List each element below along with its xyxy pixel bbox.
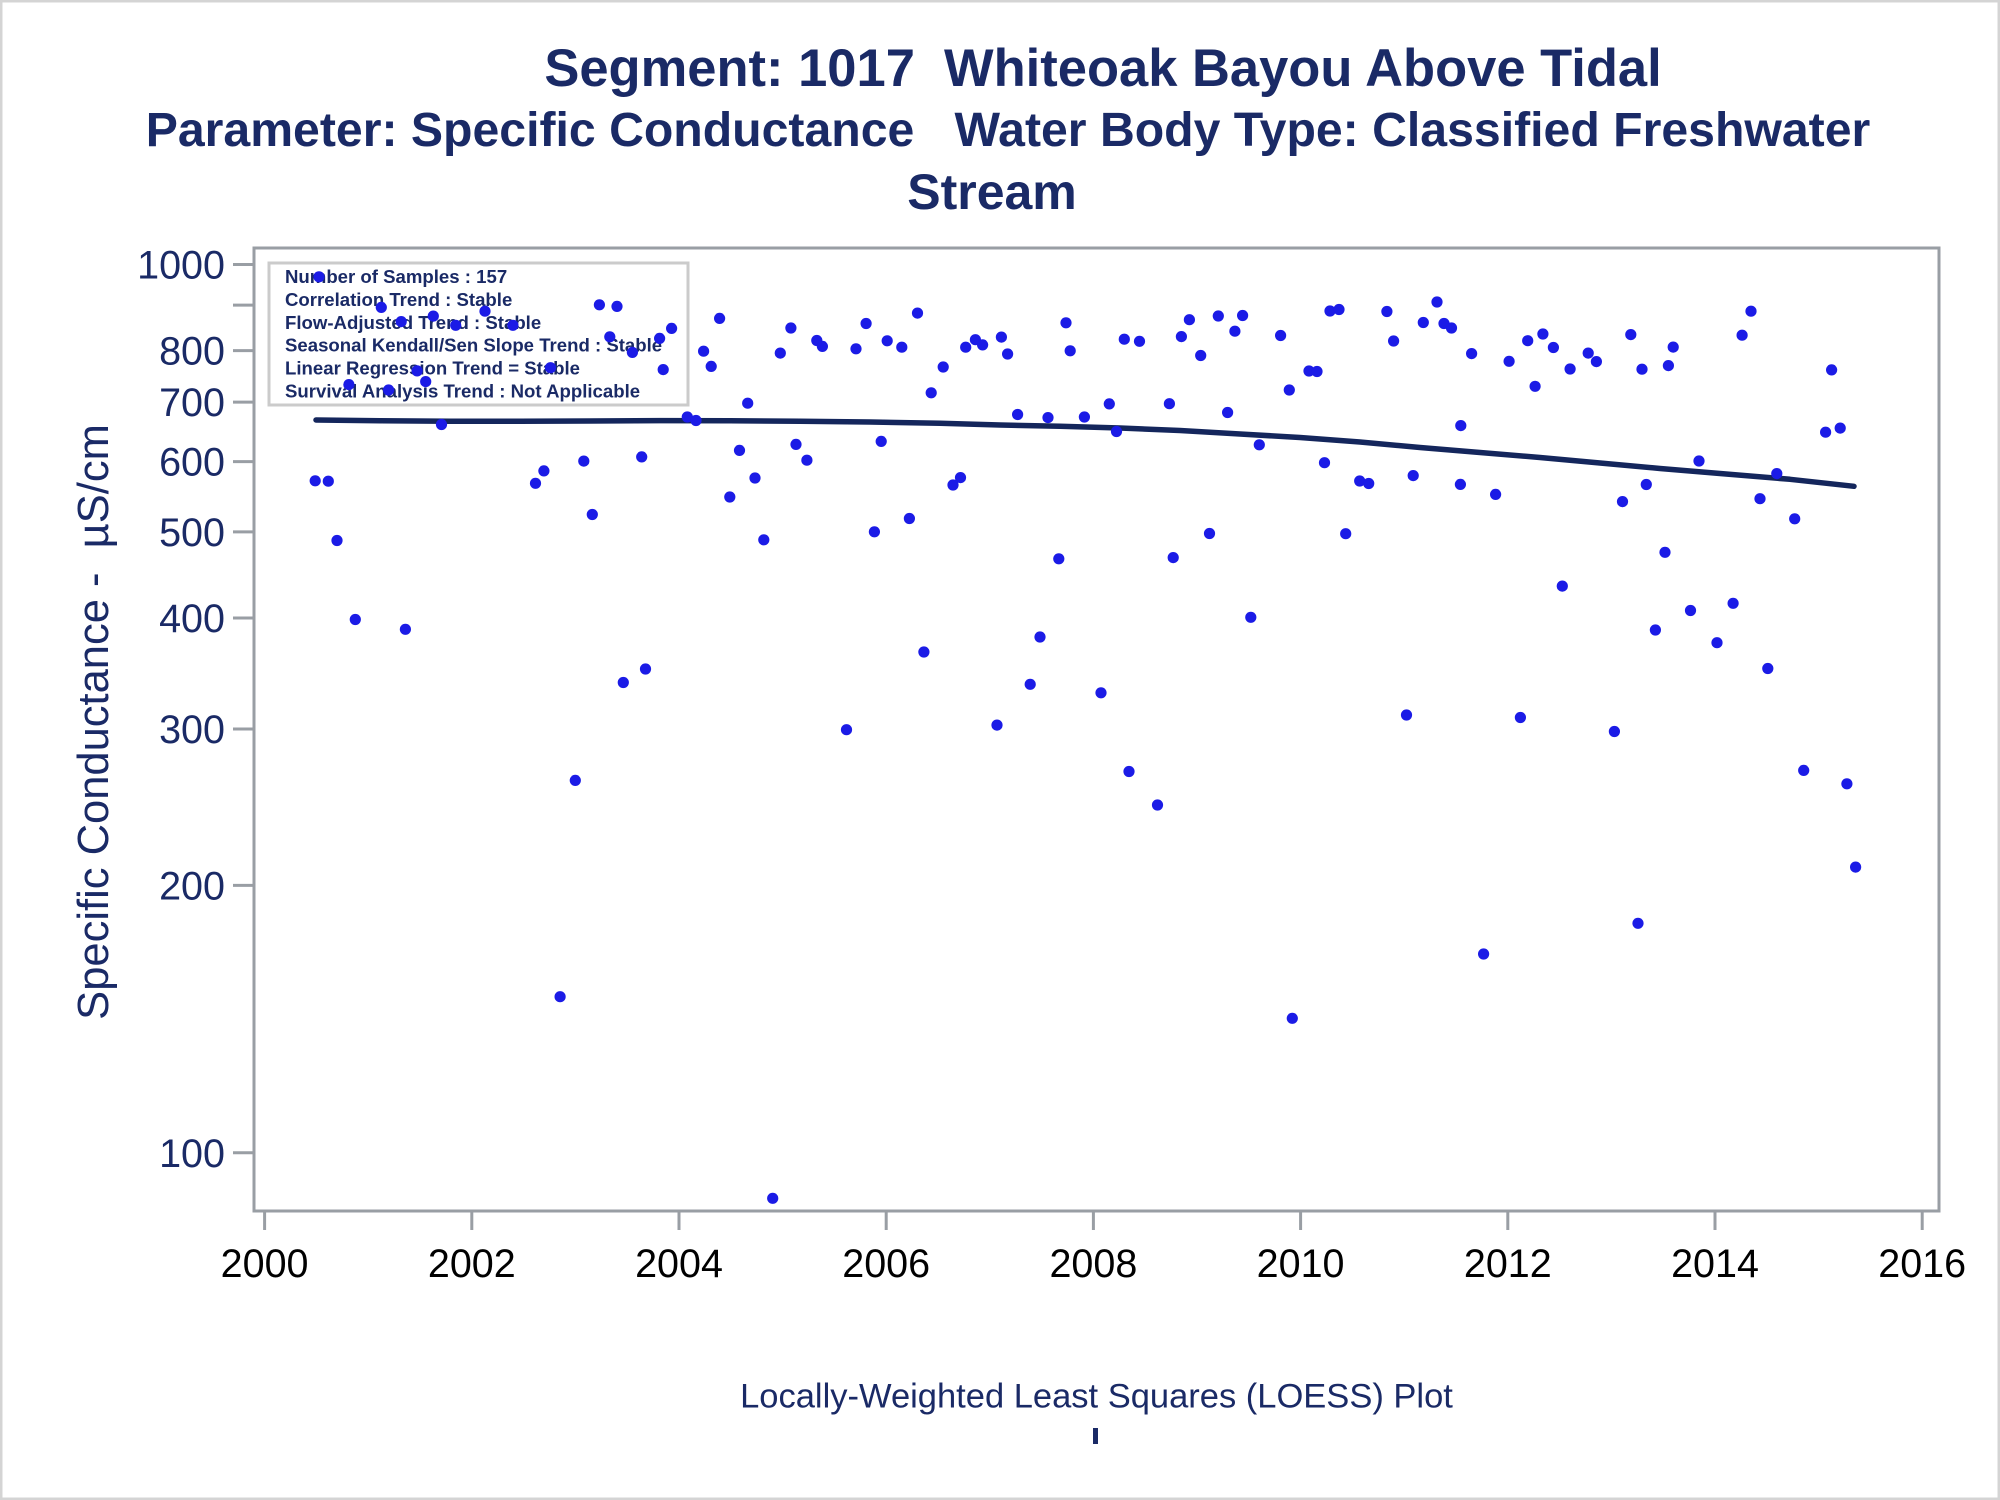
svg-text:Flow-Adjusted Trend : Stable: Flow-Adjusted Trend : Stable <box>285 312 541 333</box>
svg-text:400: 400 <box>159 597 225 641</box>
svg-text:Stream: Stream <box>907 164 1077 220</box>
svg-text:2010: 2010 <box>1257 1242 1345 1286</box>
svg-text:2008: 2008 <box>1049 1242 1137 1286</box>
svg-text:Survival Analysis Trend : Not: Survival Analysis Trend : Not Applicable <box>285 381 640 402</box>
svg-text:Parameter: Specific Conductanc: Parameter: Specific Conductance Water Bo… <box>146 103 1871 157</box>
svg-text:200: 200 <box>159 865 225 909</box>
svg-text:Specific Conductance - µS/cm: Specific Conductance - µS/cm <box>70 424 118 1020</box>
svg-text:700: 700 <box>159 381 225 425</box>
svg-text:Number of Samples : 157: Number of Samples : 157 <box>285 266 507 287</box>
svg-text:Locally-Weighted Least Squares: Locally-Weighted Least Squares (LOESS) P… <box>740 1378 1453 1416</box>
svg-text:2016: 2016 <box>1878 1242 1966 1286</box>
svg-text:Segment: 1017 Whiteoak Bayou: Segment: 1017 Whiteoak Bayou Above Tidal <box>544 39 1661 98</box>
svg-text:2002: 2002 <box>428 1242 516 1286</box>
svg-text:1000: 1000 <box>137 244 225 288</box>
svg-text:Linear Regression Trend = Stab: Linear Regression Trend = Stable <box>285 358 580 379</box>
svg-text:2012: 2012 <box>1464 1242 1552 1286</box>
svg-text:Correlation Trend : Stable: Correlation Trend : Stable <box>285 289 512 310</box>
svg-text:500: 500 <box>159 511 225 555</box>
svg-text:Seasonal Kendall/Sen Slope Tre: Seasonal Kendall/Sen Slope Trend : Stabl… <box>285 335 662 356</box>
svg-text:2006: 2006 <box>842 1242 930 1286</box>
svg-text:100: 100 <box>159 1132 225 1176</box>
svg-text:2014: 2014 <box>1671 1242 1759 1286</box>
svg-text:2004: 2004 <box>635 1242 723 1286</box>
svg-text:300: 300 <box>159 708 225 752</box>
svg-text:800: 800 <box>159 330 225 374</box>
svg-text:2000: 2000 <box>221 1242 309 1286</box>
svg-text:600: 600 <box>159 441 225 485</box>
